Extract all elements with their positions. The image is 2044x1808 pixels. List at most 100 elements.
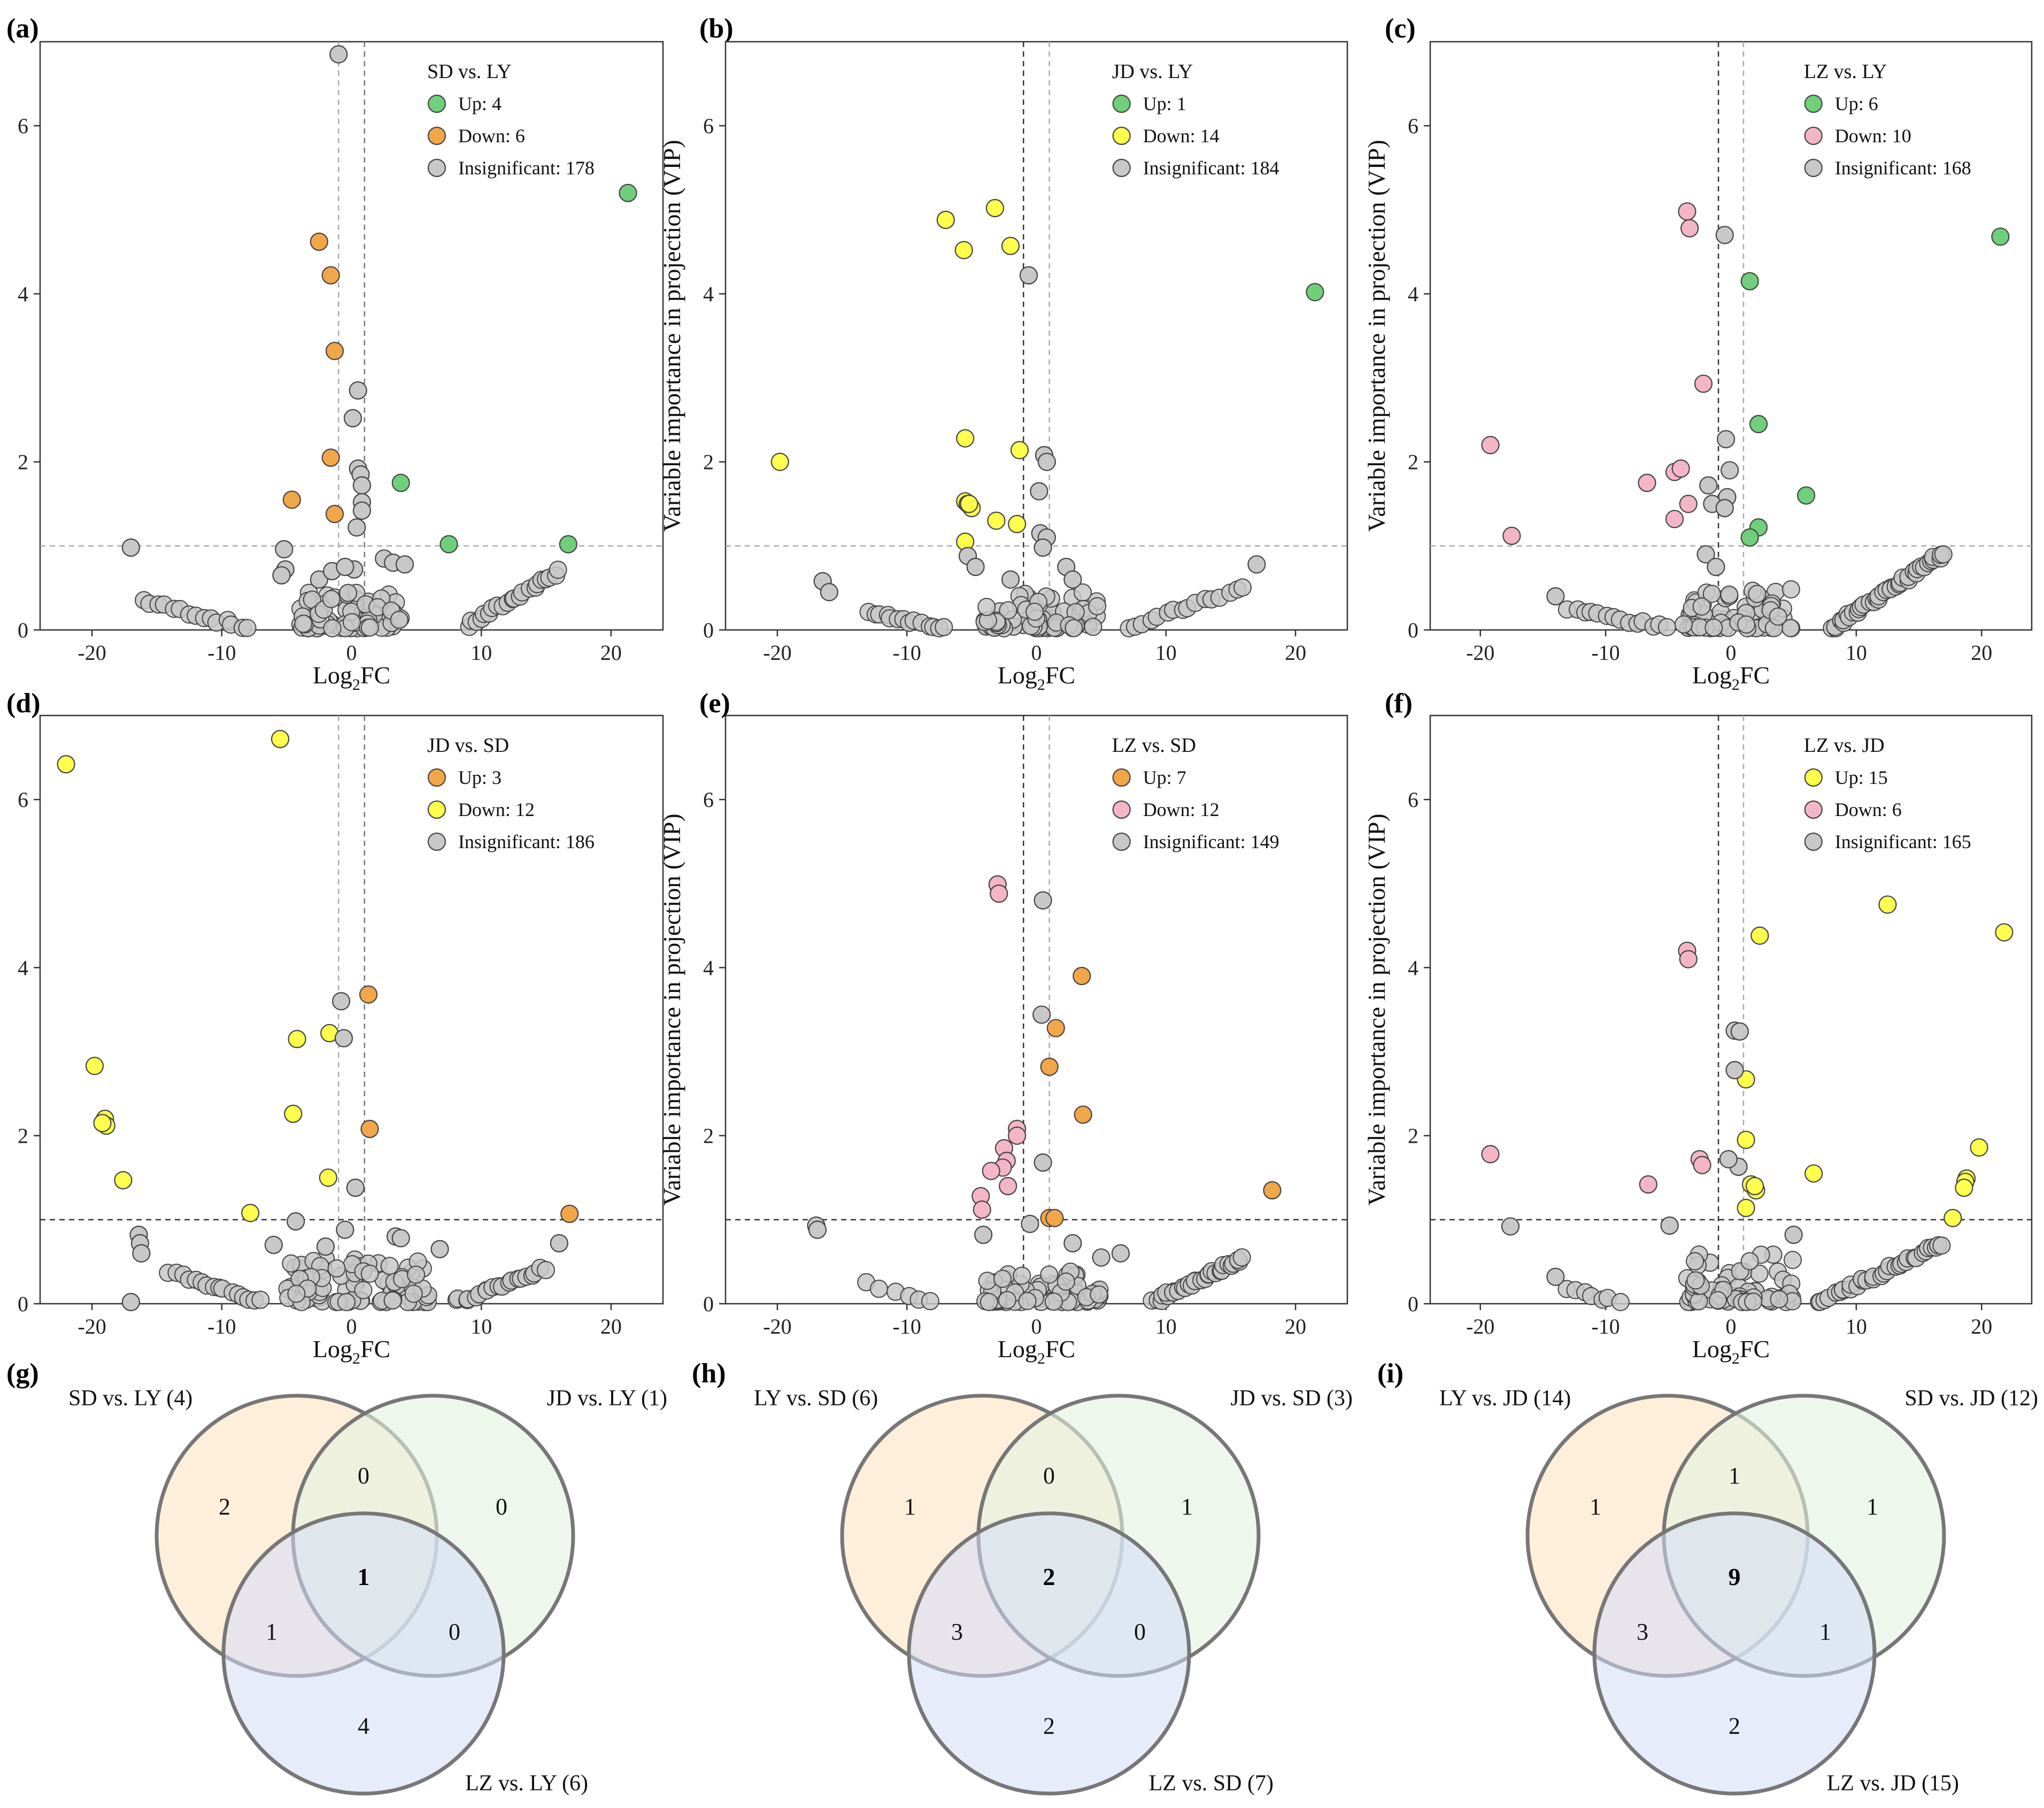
point-yellow xyxy=(114,1171,133,1190)
y-tick-label: 0 xyxy=(1408,618,1418,642)
x-tick-label: -10 xyxy=(893,641,921,665)
legend-entry: Down: 12 xyxy=(458,799,535,820)
point-gray xyxy=(1660,1216,1679,1235)
venn-count-only_c: 4 xyxy=(358,1713,369,1739)
point-pink xyxy=(1638,473,1656,493)
point-gray xyxy=(349,381,367,400)
x-axis-label-sub: 2 xyxy=(1732,676,1740,694)
point-insignificant xyxy=(1740,1252,1759,1271)
point-insignificant xyxy=(407,1265,426,1284)
point-yellow xyxy=(1878,895,1897,914)
point-gray xyxy=(820,583,838,602)
legend-entry: Down: 10 xyxy=(1835,125,1911,147)
venn-count-only_c: 2 xyxy=(1729,1713,1740,1739)
point-yellow xyxy=(956,429,975,448)
point-insignificant xyxy=(1686,1271,1705,1290)
point-insignificant xyxy=(537,1261,556,1280)
venn-circle-3 xyxy=(221,1511,506,1796)
data-points xyxy=(770,199,1324,637)
x-tick-label: 20 xyxy=(1971,641,1992,665)
legend-marker-orange xyxy=(1112,768,1131,787)
point-insignificant xyxy=(327,1259,346,1278)
point-insignificant xyxy=(1018,1291,1037,1310)
point-yellow xyxy=(1001,236,1020,255)
point-yellow xyxy=(271,729,290,749)
point-insignificant xyxy=(1704,618,1723,637)
plot-frame xyxy=(1429,714,2033,1305)
point-orange xyxy=(360,1120,379,1138)
point-insignificant xyxy=(282,1254,300,1273)
point-gray xyxy=(1725,1061,1744,1080)
x-tick-label: -10 xyxy=(207,1314,236,1338)
point-insignificant xyxy=(1748,584,1767,603)
point-pink xyxy=(999,1176,1017,1196)
point-insignificant xyxy=(354,1281,373,1299)
venn-count-only_b: 0 xyxy=(496,1494,507,1520)
venn-set-label-1: LY vs. JD (14) xyxy=(1439,1386,1571,1411)
point-insignificant xyxy=(935,618,953,636)
point-gray xyxy=(1032,1005,1051,1024)
point-gray xyxy=(1247,555,1266,574)
legend: SD vs. LY Up: 4 Down: 6 Insignificant: 178 xyxy=(427,60,595,179)
point-insignificant xyxy=(993,1270,1012,1288)
point-gray xyxy=(808,1220,827,1239)
point-insignificant xyxy=(1084,618,1102,636)
point-orange xyxy=(321,448,340,467)
x-axis-label-sub: 2 xyxy=(352,676,360,694)
venn-circle-3 xyxy=(907,1511,1191,1796)
point-insignificant xyxy=(1065,619,1083,637)
y-tick-label: 4 xyxy=(18,282,28,306)
venn-count-ac: 3 xyxy=(1637,1619,1648,1645)
x-axis-label-main: Log xyxy=(313,661,352,689)
point-gray xyxy=(1715,226,1734,244)
x-tick-label: -20 xyxy=(78,641,106,665)
point-pink xyxy=(1008,1126,1027,1145)
point-gray xyxy=(1021,1214,1039,1233)
x-axis-label-main: Log xyxy=(313,1335,352,1363)
point-green xyxy=(391,473,410,493)
point-gray xyxy=(1730,1022,1749,1041)
point-insignificant xyxy=(1090,1285,1108,1304)
legend-marker-gray xyxy=(1804,832,1823,851)
point-orange xyxy=(321,266,340,284)
y-tick-label: 6 xyxy=(1408,788,1418,812)
legend-title: SD vs. LY xyxy=(427,60,512,83)
point-gray xyxy=(430,1240,449,1258)
point-insignificant xyxy=(1233,578,1252,597)
point-gray xyxy=(352,476,372,495)
point-orange xyxy=(282,490,301,509)
x-tick-label: 10 xyxy=(470,1314,492,1338)
legend-entry: Up: 7 xyxy=(1143,767,1186,788)
point-green xyxy=(439,535,458,553)
point-gray xyxy=(1019,266,1038,284)
point-gray xyxy=(1033,891,1052,910)
x-axis-label: Log2FC xyxy=(998,661,1075,694)
point-insignificant xyxy=(1744,1292,1763,1311)
venn-count-only_a: 1 xyxy=(1590,1494,1601,1520)
point-insignificant xyxy=(1692,597,1711,616)
point-insignificant xyxy=(238,619,257,637)
point-yellow xyxy=(57,755,75,774)
point-gray xyxy=(287,1212,305,1231)
point-orange xyxy=(1046,1019,1065,1037)
venn-circle-3 xyxy=(1592,1511,1877,1796)
venn-count-only_b: 1 xyxy=(1866,1494,1878,1520)
y-tick-label: 6 xyxy=(703,788,714,812)
panel-letter: (f) xyxy=(1385,688,1413,719)
legend-marker-yellow xyxy=(1804,768,1823,787)
legend-marker-yellow xyxy=(1112,126,1131,145)
legend-title: LZ vs. SD xyxy=(1112,734,1196,757)
point-gray xyxy=(1111,1244,1130,1263)
legend-marker-gray xyxy=(427,832,446,851)
point-insignificant xyxy=(998,1291,1016,1310)
point-insignificant xyxy=(383,1291,402,1310)
legend-marker-yellow xyxy=(427,800,446,819)
x-axis-label-tail: FC xyxy=(1740,1335,1770,1363)
point-gray xyxy=(974,1226,993,1244)
point-green xyxy=(1991,227,2010,246)
point-gray xyxy=(352,501,372,520)
x-axis-label-sub: 2 xyxy=(1037,676,1045,694)
